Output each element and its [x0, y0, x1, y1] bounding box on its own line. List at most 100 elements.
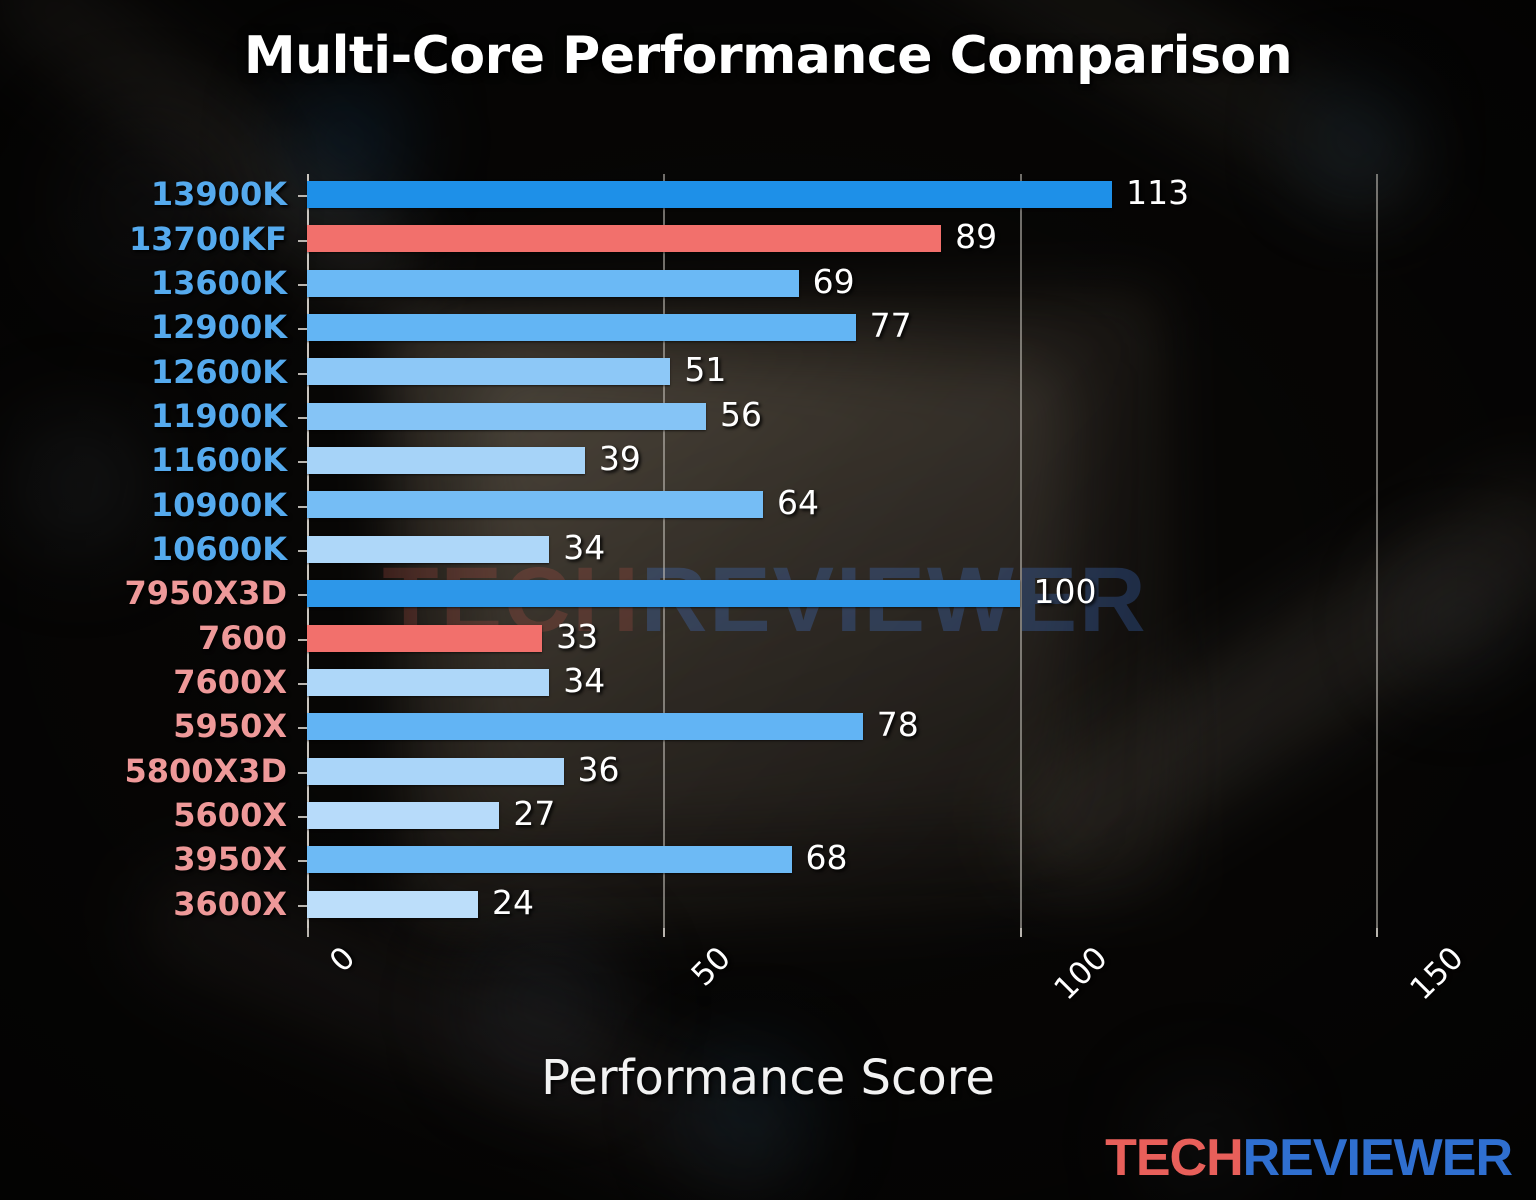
x-tick-mark-150 [1375, 928, 1378, 937]
bar-7600[interactable] [307, 624, 543, 652]
bar-11900K[interactable] [307, 402, 706, 430]
y-tick-mark [298, 904, 307, 907]
category-label-13900K: 13900K [150, 175, 287, 214]
logo-reviewer: REVIEWER [1242, 1129, 1513, 1187]
y-tick-mark [298, 239, 307, 242]
y-tick-mark [298, 638, 307, 641]
category-label-12600K: 12600K [150, 352, 287, 391]
bar-value-label: 27 [513, 793, 556, 833]
bar-row[interactable]: 39 [298, 439, 1390, 482]
x-tick-mark-100 [1019, 928, 1022, 937]
category-label-10600K: 10600K [150, 530, 287, 568]
bar-row[interactable]: 78 [298, 705, 1390, 748]
bar-value-label: 51 [684, 350, 727, 390]
bar-row[interactable]: 24 [298, 882, 1390, 926]
chart-title: Multi-Core Performance Comparison [243, 26, 1293, 86]
category-label-12900K: 12900K [150, 308, 287, 347]
category-label-7600X: 7600X [173, 663, 287, 702]
y-tick-mark [298, 549, 307, 552]
plot-area: 113 89 69 77 51 56 39 64 34 100 33 34 78 36 27 68 24 [298, 173, 1390, 937]
bar-5600X[interactable] [307, 801, 500, 829]
bar-value-label: 34 [563, 660, 606, 700]
bar-row[interactable]: 100 [298, 572, 1390, 615]
bar-row[interactable]: 113 [298, 173, 1390, 216]
y-tick-mark [298, 594, 307, 597]
bar-row[interactable]: 27 [298, 793, 1390, 837]
bar-row[interactable]: 33 [298, 616, 1390, 660]
x-axis-title: Performance Score [541, 1050, 995, 1106]
category-label-13700KF: 13700KF [129, 219, 287, 258]
bar-value-label: 78 [876, 705, 919, 745]
bar-value-label: 33 [556, 616, 599, 656]
bar-value-label: 64 [777, 483, 819, 523]
bar-value-label: 68 [805, 838, 848, 878]
category-label-10900K: 10900K [150, 485, 287, 524]
y-tick-mark [298, 771, 307, 774]
bar-12600K[interactable] [307, 358, 671, 386]
y-tick-mark [298, 727, 307, 730]
category-label-11900K: 11900K [150, 396, 287, 435]
bar-10900K[interactable] [307, 491, 763, 519]
gridline-50 [663, 174, 666, 928]
bar-row[interactable]: 34 [298, 660, 1390, 704]
y-tick-mark [298, 328, 307, 331]
bar-row[interactable]: 89 [298, 217, 1390, 260]
bar-row[interactable]: 69 [298, 261, 1390, 305]
bar-11600K[interactable] [307, 447, 585, 475]
x-tick-mark-0 [307, 928, 309, 937]
x-tick-label-100: 100 [1046, 940, 1115, 1008]
y-tick-mark [298, 461, 307, 464]
bar-5950X[interactable] [307, 713, 863, 741]
category-label-13600K: 13600K [150, 263, 287, 302]
bar-row[interactable]: 56 [298, 394, 1390, 438]
gridline-150 [1375, 174, 1378, 928]
category-label-3950X: 3950X [173, 840, 287, 879]
bar-value-label: 113 [1126, 173, 1190, 212]
bar-3600X[interactable] [307, 890, 478, 918]
x-tick-label-50: 50 [684, 940, 739, 994]
bar-value-label: 77 [869, 306, 912, 346]
category-label-5800X3D: 5800X3D [124, 751, 287, 790]
category-label-7600: 7600 [197, 618, 287, 657]
bar-value-label: 69 [812, 261, 855, 301]
bar-10600K[interactable] [307, 535, 550, 563]
bar-12900K[interactable] [307, 314, 856, 342]
bar-value-label: 100 [1033, 572, 1097, 612]
bar-3950X[interactable] [307, 846, 792, 874]
brand-logo: TECHREVIEWER [1105, 1128, 1513, 1188]
logo-tech: TECH [1105, 1129, 1244, 1187]
x-tick-label-0: 0 [322, 940, 363, 980]
y-tick-mark [298, 683, 307, 686]
bar-value-label: 89 [955, 217, 998, 257]
bar-13600K[interactable] [307, 269, 799, 297]
y-tick-mark [298, 860, 307, 863]
bar-row[interactable]: 68 [298, 838, 1390, 881]
category-label-11600K: 11600K [150, 441, 287, 480]
y-tick-mark [298, 283, 307, 286]
bar-value-label: 36 [577, 749, 620, 789]
bar-5800X3D[interactable] [307, 757, 564, 785]
bar-row[interactable]: 77 [298, 306, 1390, 349]
y-tick-mark [298, 195, 307, 198]
bar-value-label: 39 [598, 439, 641, 479]
bar-row[interactable]: 36 [298, 749, 1390, 793]
bar-7950X3D[interactable] [307, 580, 1020, 608]
bar-row[interactable]: 51 [298, 350, 1390, 393]
y-tick-mark [298, 372, 307, 375]
y-tick-mark [298, 416, 307, 419]
bar-value-label: 34 [563, 527, 606, 567]
y-tick-mark [298, 505, 307, 508]
category-label-5950X: 5950X [173, 707, 287, 746]
bar-row[interactable]: 34 [298, 527, 1390, 571]
bar-13900K[interactable] [307, 181, 1113, 208]
category-label-5600X: 5600X [173, 796, 287, 835]
bar-7600X[interactable] [307, 668, 550, 696]
bar-value-label: 56 [720, 394, 762, 434]
bar-row[interactable]: 64 [298, 483, 1390, 526]
bar-value-label: 24 [492, 882, 534, 922]
x-tick-label-150: 150 [1403, 940, 1471, 1008]
bar-13700KF[interactable] [307, 225, 942, 253]
y-tick-mark [298, 816, 307, 819]
category-label-3600X: 3600X [173, 884, 287, 923]
